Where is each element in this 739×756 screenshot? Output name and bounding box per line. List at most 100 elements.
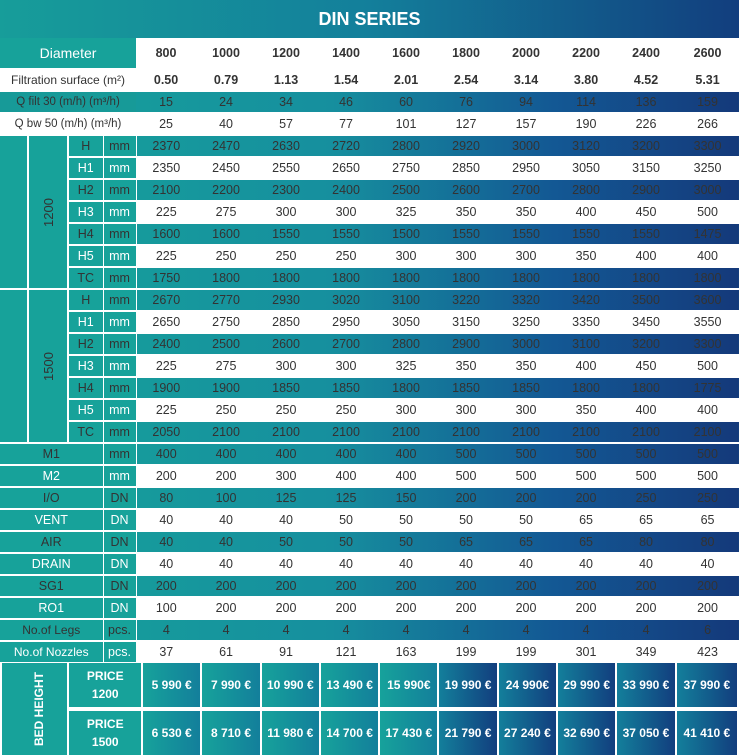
table-cell: 3250 [676, 157, 739, 180]
table-cell: 2950 [496, 157, 557, 180]
table-cell: 1550 [436, 223, 497, 246]
table-cell: 1500 [376, 223, 437, 246]
table-cell: 400 [616, 245, 677, 268]
table-cell: 40 [496, 553, 557, 576]
table-cell: 65 [496, 531, 557, 554]
table-cell: 3320 [496, 289, 557, 312]
table-cell: 3220 [436, 289, 497, 312]
table-cell: 1800 [496, 267, 557, 290]
param-label: H [68, 289, 104, 312]
table-cell: 1850 [256, 377, 317, 400]
table-cell: 250 [196, 399, 257, 422]
table-cell: 3000 [496, 333, 557, 356]
table-cell: 350 [556, 399, 617, 422]
table-cell: 1475 [676, 223, 739, 246]
table-cell: 125 [316, 487, 377, 510]
table-cell: 4 [376, 619, 437, 642]
table-cell: 200 [196, 575, 257, 598]
qbw-value: 226 [616, 113, 677, 136]
table-cell: 200 [196, 465, 257, 488]
table-cell: 350 [556, 245, 617, 268]
qbw-value: 57 [256, 113, 317, 136]
price-value: 5 990 € [143, 663, 201, 707]
unit-label: mm [103, 443, 137, 466]
price-value: 13 490 € [320, 663, 379, 707]
table-cell: 50 [316, 531, 377, 554]
qbw-value: 190 [556, 113, 617, 136]
table-cell: 2800 [376, 135, 437, 158]
price-value: 15 990€ [380, 663, 438, 707]
table-cell: 200 [676, 575, 739, 598]
specs-table: Diameter 800 1000 1200 1400 1600 1800 2000 2200 2… [0, 38, 739, 664]
table-cell: 65 [616, 509, 677, 532]
table-cell: 1550 [316, 223, 377, 246]
diameter-value: 2400 [616, 38, 677, 70]
table-cell: 275 [196, 355, 257, 378]
table-cell: 2400 [136, 333, 197, 356]
table-cell: 400 [316, 443, 377, 466]
table-cell: 500 [676, 201, 739, 224]
table-cell: 2900 [616, 179, 677, 202]
filtration-value: 5.31 [676, 69, 739, 92]
diameter-value: 1200 [256, 38, 317, 70]
table-cell: 3600 [676, 289, 739, 312]
qbw-value: 157 [496, 113, 557, 136]
table-cell: 325 [376, 201, 437, 224]
unit-label: mm [103, 421, 137, 444]
qfilt-value: 46 [316, 91, 377, 114]
param-label: SG1 [0, 575, 104, 598]
qbw-value: 25 [136, 113, 197, 136]
price-value: 32 690 € [558, 711, 616, 755]
table-cell: 2770 [196, 289, 257, 312]
table-cell: 200 [316, 597, 377, 620]
unit-label: pcs. [103, 641, 137, 664]
table-cell: 400 [136, 443, 197, 466]
table-cell: 2350 [136, 157, 197, 180]
qbw-label: Q bw 50 (m/h) (m³/h) [0, 113, 137, 136]
price-value: 29 990 € [558, 663, 616, 707]
table-cell: 40 [196, 553, 257, 576]
unit-label: mm [103, 355, 137, 378]
table-cell: 225 [136, 399, 197, 422]
price-label: PRICE 1500 [69, 711, 142, 755]
table-cell: 400 [196, 443, 257, 466]
table-cell: 3150 [616, 157, 677, 180]
table-cell: 1800 [616, 267, 677, 290]
table-cell: 1900 [196, 377, 257, 400]
table-cell: 1550 [256, 223, 317, 246]
table-cell: 1800 [616, 377, 677, 400]
table-cell: 200 [556, 597, 617, 620]
unit-label: mm [103, 267, 137, 290]
unit-label: DN [103, 531, 137, 554]
table-cell: 301 [556, 641, 617, 664]
price-value: 10 990 € [261, 663, 319, 707]
unit-label: mm [103, 311, 137, 334]
table-cell: 200 [316, 575, 377, 598]
table-cell: 40 [436, 553, 497, 576]
table-cell: 3420 [556, 289, 617, 312]
table-cell: 200 [136, 575, 197, 598]
table-cell: 1600 [196, 223, 257, 246]
price-value: 41 410 € [676, 711, 737, 755]
table-cell: 3120 [556, 135, 617, 158]
price-value: 11 980 € [261, 711, 319, 755]
table-cell: 3000 [496, 135, 557, 158]
table-cell: 200 [256, 575, 317, 598]
table-cell: 250 [256, 245, 317, 268]
param-label: No.of Nozzles [0, 641, 104, 664]
table-cell: 1800 [676, 267, 739, 290]
unit-label: mm [103, 377, 137, 400]
diameter-value: 1000 [196, 38, 257, 70]
diameter-value: 1800 [436, 38, 497, 70]
table-cell: 350 [496, 201, 557, 224]
qbw-value: 266 [676, 113, 739, 136]
price-value: 37 050 € [617, 711, 675, 755]
filtration-value: 3.14 [496, 69, 557, 92]
table-cell: 40 [616, 553, 677, 576]
table-cell: 500 [556, 443, 617, 466]
table-cell: 150 [376, 487, 437, 510]
table-cell: 80 [616, 531, 677, 554]
table-cell: 2750 [376, 157, 437, 180]
table-cell: 2650 [136, 311, 197, 334]
param-label: M1 [0, 443, 104, 466]
